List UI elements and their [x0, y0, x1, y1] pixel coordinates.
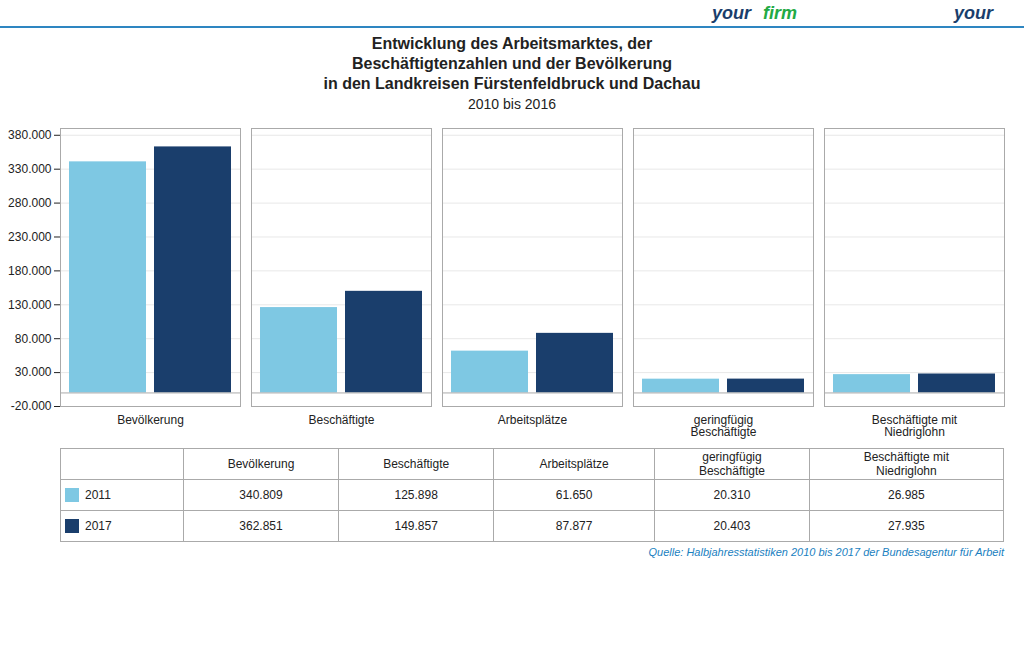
- svg-text:280.000: 280.000: [8, 196, 52, 210]
- svg-text:330.000: 330.000: [8, 162, 52, 176]
- html-text:87.877: 87.877: [555, 519, 593, 533]
- html-text:Bevölkerung: Bevölkerung: [227, 457, 295, 471]
- html-text:your: your: [712, 3, 751, 23]
- html-text:Beschäftigte: Beschäftigte: [383, 457, 450, 471]
- html-text:firm: firm: [763, 3, 797, 23]
- svg-text:130.000: 130.000: [8, 298, 52, 312]
- svg-text:Beschäftigte mitNiedriglohn: Beschäftigte mitNiedriglohn: [872, 413, 958, 439]
- svg-text:80.000: 80.000: [15, 332, 52, 346]
- html-text:20.403: 20.403: [713, 519, 751, 533]
- html-text:27.935: 27.935: [888, 519, 925, 533]
- svg-text:Beschäftigte: Beschäftigte: [308, 413, 374, 427]
- html-text:2011: 2011: [85, 487, 111, 502]
- html-text:2017: 2017: [85, 518, 112, 533]
- html-text:Beschäftigte mit Niedriglohn: Beschäftigte mit Niedriglohn: [863, 450, 949, 478]
- svg-text:180.000: 180.000: [8, 264, 52, 278]
- html-text:26.985: 26.985: [888, 488, 925, 502]
- svg-text:Arbeitsplätze: Arbeitsplätze: [498, 413, 568, 427]
- html-text:in den Landkreisen Fürstenfeld: in den Landkreisen Fürstenfeldbruck und …: [323, 75, 701, 92]
- html-text:your: your: [954, 3, 993, 23]
- svg-text:380.000: 380.000: [8, 128, 52, 142]
- html-text:340.809: 340.809: [239, 488, 283, 502]
- svg-text:Bevölkerung: Bevölkerung: [117, 413, 184, 427]
- html-text:362.851: 362.851: [239, 519, 283, 533]
- html-text:149.857: 149.857: [394, 519, 438, 533]
- html-text:Quelle: Halbjahresstatistiken: Quelle: Halbjahresstatistiken 2010 bis 2…: [648, 546, 1004, 558]
- html-text:125.898: 125.898: [394, 488, 438, 502]
- svg-text:230.000: 230.000: [8, 230, 52, 244]
- svg-text:geringfügigBeschäftigte: geringfügigBeschäftigte: [690, 413, 756, 439]
- html-text:Arbeitsplätze: Arbeitsplätze: [539, 457, 609, 471]
- html-text:2010 bis 2016: 2010 bis 2016: [468, 96, 556, 112]
- html-text:Beschäftigtenzahlen und der Be: Beschäftigtenzahlen und der Bevölkerung: [352, 55, 672, 72]
- svg-text:-20.000: -20.000: [11, 399, 52, 413]
- html-text:Entwicklung des Arbeitsmarktes: Entwicklung des Arbeitsmarktes, der: [371, 35, 653, 52]
- html-text:61.650: 61.650: [555, 488, 593, 502]
- html-text:geringfügig Beschäftigte: geringfügig Beschäftigte: [698, 450, 765, 478]
- svg-text:30.000: 30.000: [15, 365, 52, 379]
- html-text:20.310: 20.310: [713, 488, 751, 502]
